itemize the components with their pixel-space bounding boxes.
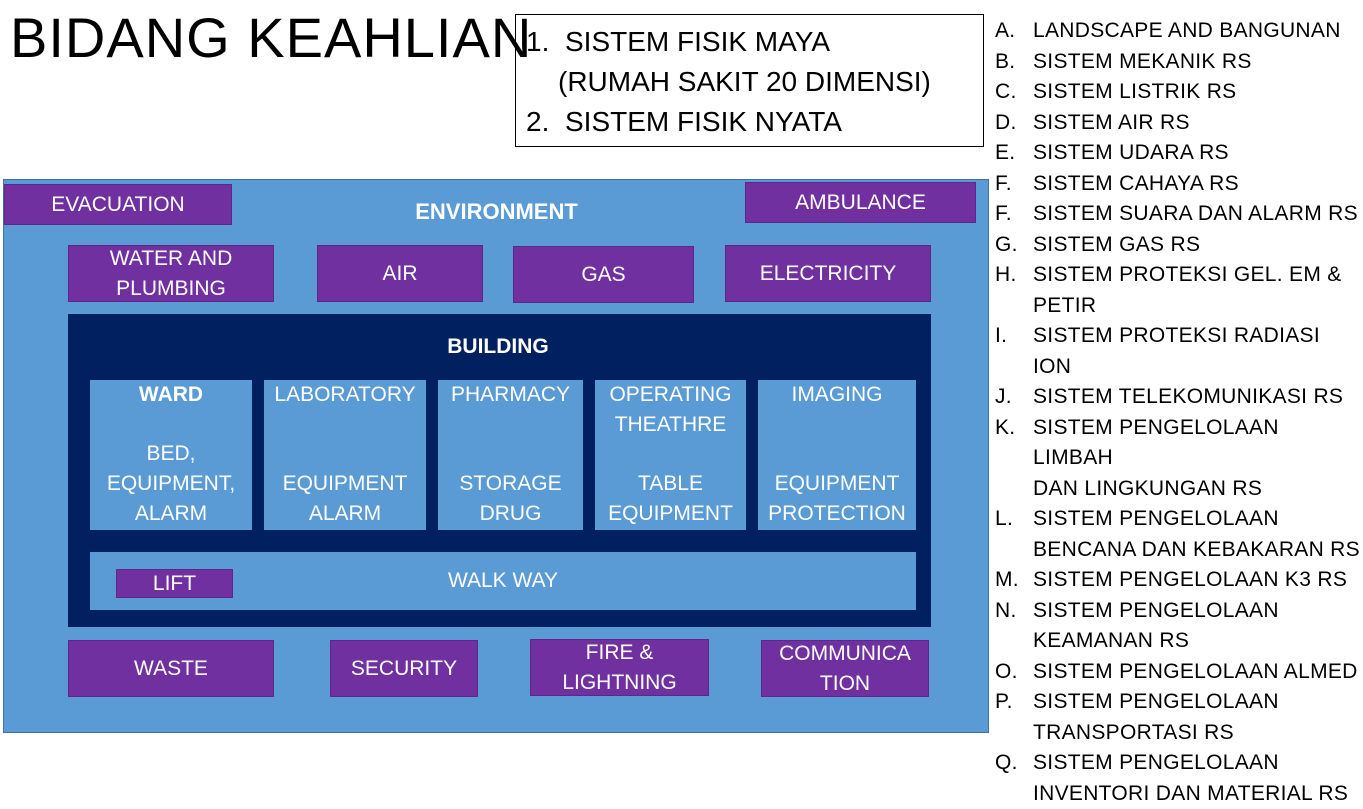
air-box: AIR (317, 245, 483, 302)
building-title: BUILDING (398, 331, 598, 363)
lift-label: LIFT (152, 571, 197, 595)
air-label: AIR (382, 261, 418, 285)
ward-box: WARD BED, EQUIPMENT, ALARM (90, 380, 252, 530)
system-item-1: 1. SISTEM FISIK MAYA (516, 22, 983, 62)
security-box: SECURITY (330, 640, 478, 697)
system-label-2: SISTEM FISIK NYATA (565, 106, 842, 137)
system-number-2: 2. (526, 106, 550, 137)
operating-theatre-box: OPERATING THEATHRE TABLE EQUIPMENT (595, 380, 746, 530)
communication-box: COMMUNICA TION (761, 640, 929, 697)
ambulance-box: AMBULANCE (745, 182, 976, 223)
expertise-list: A. LANDSCAPE AND BANGUNAN B. SISTEM MEKANI… (995, 16, 1363, 809)
pharmacy-box: PHARMACY STORAGE DRUG (438, 380, 583, 530)
environment-title: ENVIRONMENT (374, 195, 619, 229)
list-item: N. SISTEM PENGELOLAAN KEAMANAN RS (995, 598, 1279, 653)
fire-lightning-box: FIRE & LIGHTNING (530, 639, 709, 696)
laboratory-details: EQUIPMENT ALARM (282, 472, 408, 525)
water-plumbing-label: WATER AND PLUMBING (109, 246, 233, 300)
list-item: H. SISTEM PROTEKSI GEL. EM & PETIR (995, 263, 1342, 317)
list-item: E. SISTEM UDARA RS (995, 141, 1229, 164)
list-item: F. SISTEM SUARA DAN ALARM RS (995, 202, 1358, 225)
laboratory-name: LABORATORY (274, 383, 416, 406)
list-item: D. SISTEM AIR RS (995, 110, 1190, 134)
pharmacy-details: STORAGE DRUG (459, 472, 562, 525)
list-item: O. SISTEM PENGELOLAAN ALMED (995, 659, 1358, 683)
building-label: BUILDING (447, 335, 549, 358)
walkway-label: WALK WAY (447, 569, 559, 592)
imaging-details: EQUIPMENT PROTECTION (768, 472, 906, 525)
security-label: SECURITY (350, 656, 458, 680)
list-item: I. SISTEM PROTEKSI RADIASI ION (995, 324, 1320, 378)
laboratory-box: LABORATORY EQUIPMENT ALARM (264, 380, 426, 530)
operating-theatre-name: OPERATING THEATHRE (609, 383, 732, 436)
list-item: G. SISTEM GAS RS (995, 232, 1201, 256)
system-item-2: 2. SISTEM FISIK NYATA (516, 102, 983, 142)
environment-diagram: EVACUATION ENVIRONMENT AMBULANCE WATER A… (3, 179, 989, 733)
system-label-1: SISTEM FISIK MAYA (565, 26, 831, 57)
evacuation-label: EVACUATION (51, 192, 185, 216)
building-block: BUILDING WARD BED, EQUIPMENT, ALARM LABO… (68, 314, 931, 627)
page-title: BIDANG KEAHLIAN (10, 6, 533, 69)
list-item: F. SISTEM CAHAYA RS (995, 171, 1239, 195)
lift-box: LIFT (116, 569, 233, 598)
environment-label: ENVIRONMENT (415, 199, 578, 224)
system-label-1-cont: (RUMAH SAKIT 20 DIMENSI) (558, 66, 931, 97)
imaging-name: IMAGING (791, 383, 883, 406)
pharmacy-name: PHARMACY (450, 383, 571, 406)
waste-label: WASTE (134, 656, 208, 680)
system-item-1-continuation: (RUMAH SAKIT 20 DIMENSI) (516, 62, 983, 102)
gas-box: GAS (513, 246, 694, 303)
list-item: K. SISTEM PENGELOLAAN LIMBAH DAN LINGKUNGA… (995, 415, 1279, 500)
evacuation-box: EVACUATION (4, 184, 232, 225)
system-number-1: 1. (526, 26, 550, 57)
list-item: J. SISTEM TELEKOMUNIKASI RS (995, 385, 1344, 408)
ambulance-label: AMBULANCE (795, 190, 926, 214)
ward-name: WARD (138, 383, 204, 406)
electricity-label: ELECTRICITY (759, 261, 897, 285)
list-item: P. SISTEM PENGELOLAAN TRANSPORTASI RS (995, 690, 1279, 744)
list-item: Q. SISTEM PENGELOLAAN INVENTORI DAN MATERI… (995, 751, 1349, 805)
fire-lightning-label: FIRE & LIGHTNING (562, 640, 677, 694)
list-item: L. SISTEM PENGELOLAAN BENCANA DAN KEBAKARA… (995, 507, 1360, 561)
communication-label: COMMUNICA TION (779, 641, 911, 695)
gas-label: GAS (581, 262, 626, 286)
list-item: B. SISTEM MEKANIK RS (995, 49, 1252, 73)
operating-theatre-details: TABLE EQUIPMENT (608, 472, 733, 525)
list-item: A. LANDSCAPE AND BANGUNAN (995, 19, 1341, 42)
waste-box: WASTE (68, 640, 274, 697)
list-item: C. SISTEM LISTRIK RS (995, 80, 1237, 103)
ward-details: BED, EQUIPMENT, ALARM (106, 442, 236, 525)
systems-box: 1. SISTEM FISIK MAYA (RUMAH SAKIT 20 DIM… (515, 14, 984, 147)
electricity-box: ELECTRICITY (725, 245, 931, 302)
imaging-box: IMAGING EQUIPMENT PROTECTION (758, 380, 916, 530)
list-item: M. SISTEM PENGELOLAAN K3 RS (995, 568, 1348, 591)
water-plumbing-box: WATER AND PLUMBING (68, 245, 274, 302)
